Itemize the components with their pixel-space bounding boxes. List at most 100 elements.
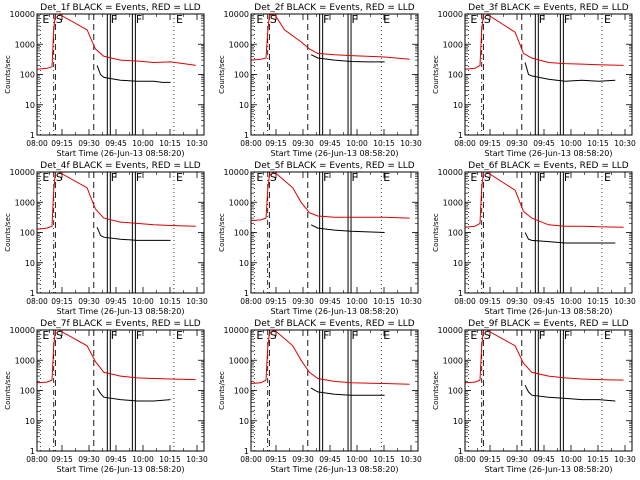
marker-label: F: [564, 171, 570, 184]
y-axis-label: Counts/sec: [4, 371, 12, 410]
x-tick-label: 08:00: [454, 455, 476, 464]
y-tick-label: 1: [244, 447, 249, 456]
x-tick-label: 10:00: [132, 455, 154, 464]
x-tick-label: 08:00: [454, 139, 476, 148]
x-tick-label: 10:30: [614, 455, 636, 464]
events-series-line: [524, 62, 616, 82]
y-tick-label: 10: [239, 417, 249, 426]
panel-1: Det_1f BLACK = Events, RED = LLD Counts/s…: [4, 3, 208, 158]
marker-label: S: [56, 13, 63, 26]
x-tick-label: 09:15: [265, 297, 287, 306]
x-tick-label: 10:15: [373, 297, 395, 306]
marker-label: F: [136, 329, 142, 342]
marker-label: S: [484, 13, 491, 26]
events-series-line: [310, 54, 385, 63]
y-tick-label: 10000: [438, 10, 463, 19]
marker-label: F: [111, 171, 117, 184]
marker-label: E: [383, 171, 390, 184]
x-tick-label: 08:00: [240, 297, 262, 306]
x-tick-label: 10:30: [186, 297, 208, 306]
marker-label: S: [270, 171, 277, 184]
y-axis-label: Counts/sec: [218, 371, 226, 410]
y-tick-label: 10000: [224, 326, 249, 335]
y-tick-label: 100: [448, 387, 463, 396]
x-tick-label: 09:30: [292, 455, 314, 464]
panel-frame: [250, 329, 419, 452]
y-tick-label: 10: [25, 259, 35, 268]
marker-label: E: [604, 13, 611, 26]
panel-title: Det_6f BLACK = Events, RED = LLD: [468, 161, 628, 171]
x-tick-label: 10:00: [132, 139, 154, 148]
y-tick-label: 1: [458, 289, 463, 298]
x-axis-label: Start Time (26-Jun-13 08:58:20): [57, 307, 185, 316]
x-tick-label: 08:00: [26, 297, 48, 306]
x-tick-label: 09:30: [506, 139, 528, 148]
x-tick-label: 09:30: [292, 139, 314, 148]
y-tick-label: 10000: [224, 10, 249, 19]
panel-title: Det_4f BLACK = Events, RED = LLD: [40, 161, 200, 171]
x-tick-label: 10:00: [346, 139, 368, 148]
panel-7: Det_7f BLACK = Events, RED = LLD Counts/s…: [4, 319, 208, 474]
y-axis-label: Counts/sec: [4, 213, 12, 252]
x-tick-label: 09:45: [319, 297, 341, 306]
x-tick-label: 09:45: [105, 297, 127, 306]
panel-frame: [36, 171, 205, 294]
marker-label: F: [111, 329, 117, 342]
lld-series-line: [250, 13, 410, 61]
x-axis-label: Start Time (26-Jun-13 08:58:20): [271, 307, 399, 316]
y-tick-label: 1: [244, 131, 249, 140]
x-tick-label: 09:15: [265, 455, 287, 464]
x-tick-label: 09:45: [319, 455, 341, 464]
y-tick-label: 1000: [15, 40, 35, 49]
y-axis-label: Counts/sec: [218, 213, 226, 252]
x-tick-label: 09:30: [506, 455, 528, 464]
y-tick-label: 1: [30, 289, 35, 298]
x-tick-label: 10:30: [186, 139, 208, 148]
x-tick-label: 10:15: [587, 139, 609, 148]
panel-frame: [36, 13, 205, 136]
lld-series-line: [36, 171, 196, 230]
panel-title: Det_3f BLACK = Events, RED = LLD: [468, 3, 628, 13]
marker-label: F: [352, 13, 358, 26]
x-tick-label: 09:30: [292, 297, 314, 306]
x-tick-label: 09:30: [78, 139, 100, 148]
x-tick-label: 10:00: [560, 297, 582, 306]
y-axis-label: Counts/sec: [432, 213, 440, 252]
x-tick-label: 09:15: [479, 139, 501, 148]
y-tick-label: 10: [453, 101, 463, 110]
x-tick-label: 10:30: [400, 139, 422, 148]
x-tick-label: 10:00: [560, 139, 582, 148]
x-tick-label: 09:30: [78, 455, 100, 464]
y-tick-label: 10000: [438, 326, 463, 335]
panel-frame: [250, 171, 419, 294]
marker-label: F: [564, 329, 570, 342]
marker-label: F: [323, 329, 329, 342]
y-tick-label: 100: [20, 387, 35, 396]
panel-9: Det_9f BLACK = Events, RED = LLD Counts/s…: [432, 319, 636, 474]
marker-label: E: [470, 171, 477, 184]
x-tick-label: 09:30: [506, 297, 528, 306]
y-axis-label: Counts/sec: [218, 55, 226, 94]
events-series-line: [310, 224, 385, 233]
panel-8: Det_8f BLACK = Events, RED = LLD Counts/s…: [218, 319, 422, 474]
marker-label: E: [42, 13, 49, 26]
panel-2: Det_2f BLACK = Events, RED = LLD Counts/s…: [218, 3, 422, 158]
y-tick-label: 10: [453, 259, 463, 268]
panel-title: Det_7f BLACK = Events, RED = LLD: [40, 319, 200, 329]
y-tick-label: 10000: [224, 168, 249, 177]
y-tick-label: 10000: [10, 168, 35, 177]
panel-6: Det_6f BLACK = Events, RED = LLD Counts/s…: [432, 161, 636, 316]
events-series-line: [96, 387, 171, 402]
lld-series-line: [36, 329, 196, 384]
marker-label: S: [270, 13, 277, 26]
marker-label: E: [176, 171, 183, 184]
panel-frame: [250, 13, 419, 136]
x-tick-label: 10:30: [614, 297, 636, 306]
y-tick-label: 1: [30, 447, 35, 456]
panel-frame: [464, 171, 633, 294]
marker-label: S: [270, 329, 277, 342]
events-series-line: [310, 387, 385, 396]
y-tick-label: 10: [453, 417, 463, 426]
y-tick-label: 1: [30, 131, 35, 140]
